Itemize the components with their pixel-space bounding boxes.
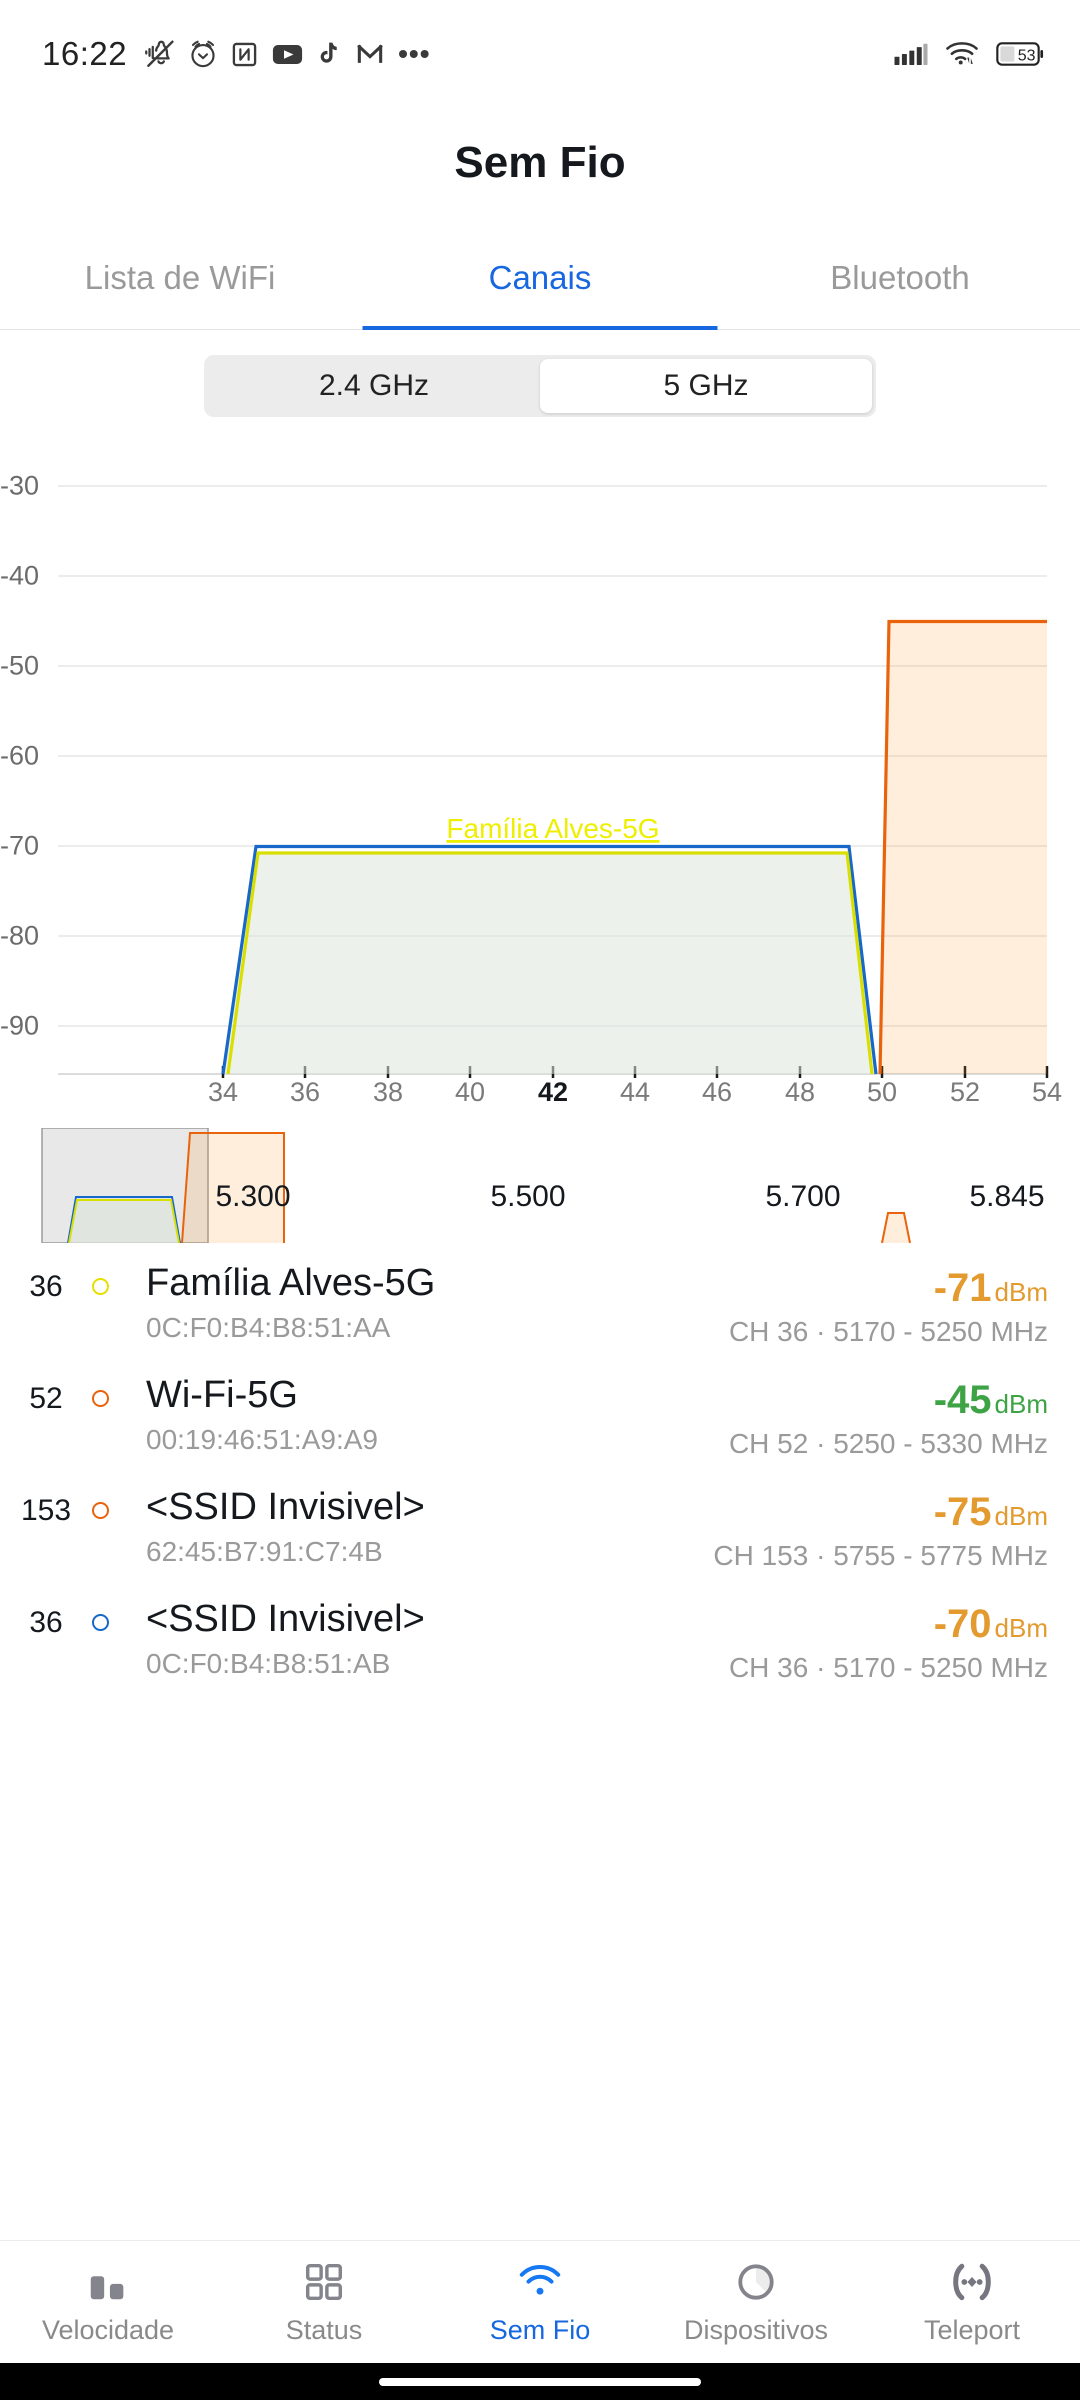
svg-text:53: 53	[1018, 47, 1036, 64]
svg-text:Família Alves-5G: Família Alves-5G	[446, 813, 659, 844]
